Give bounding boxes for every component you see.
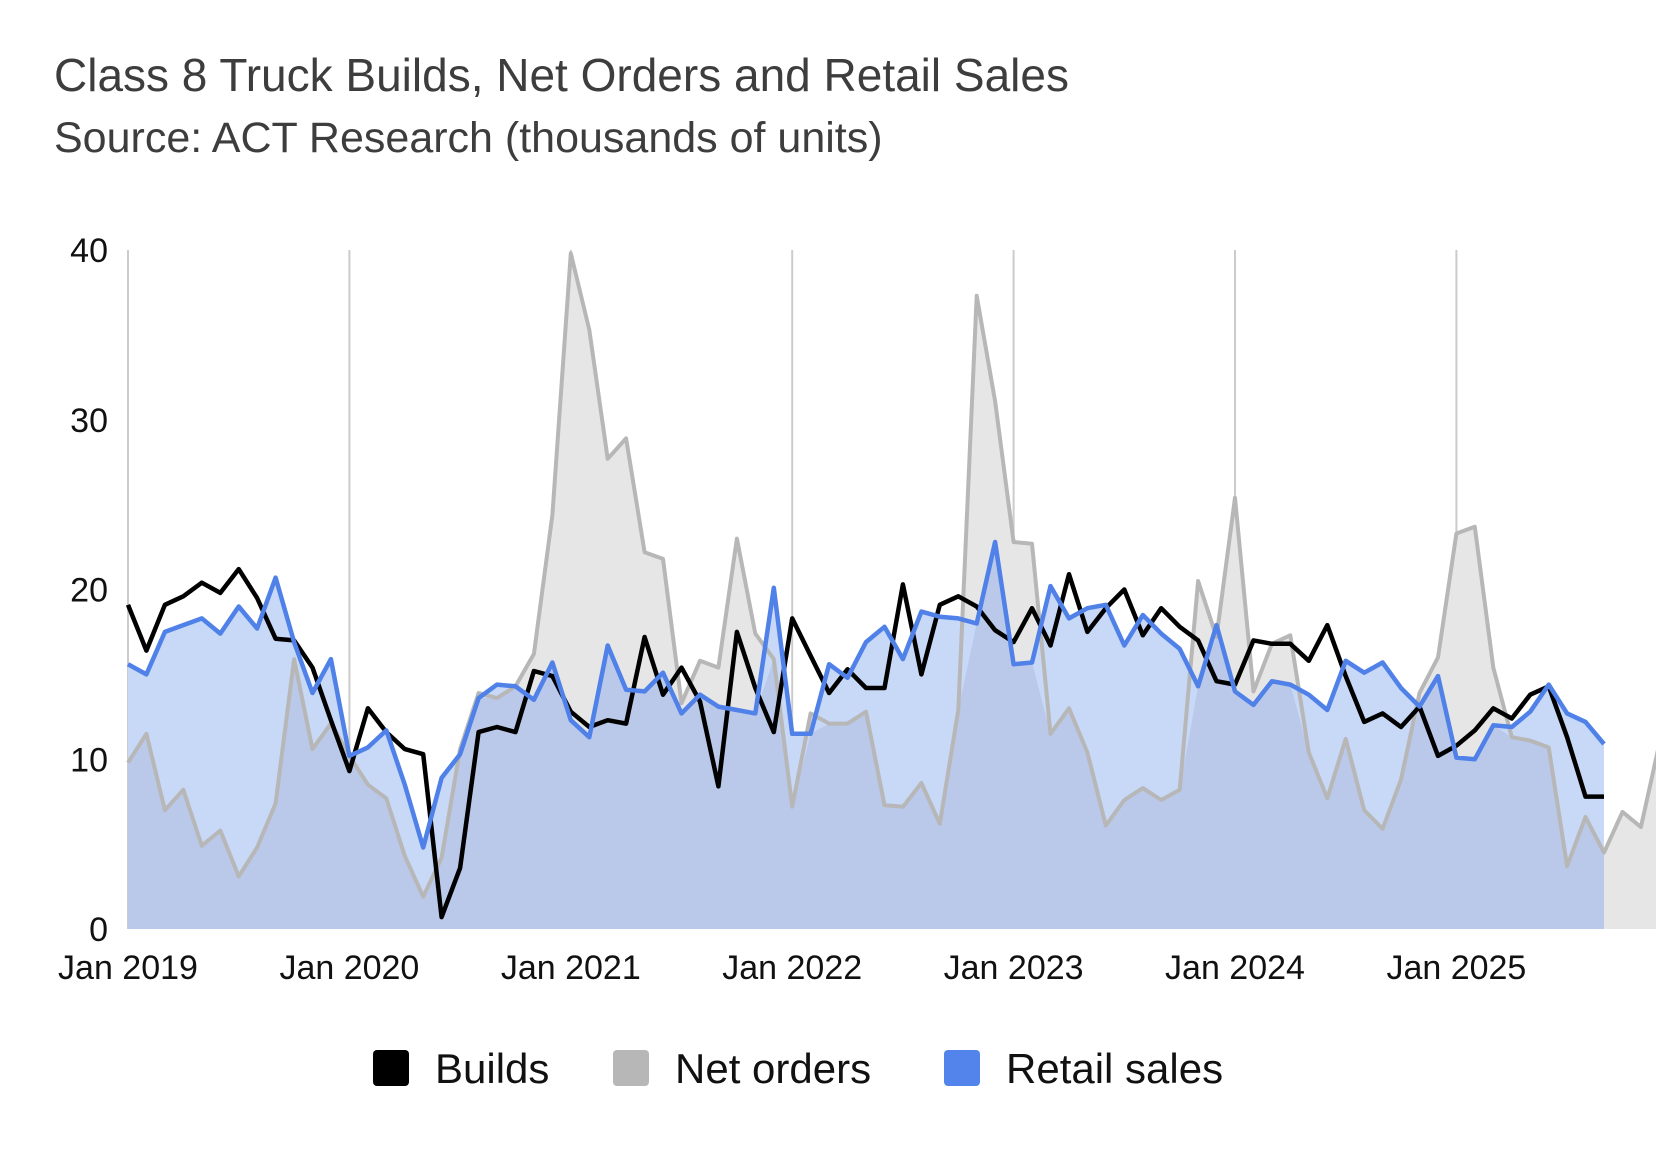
line-layer — [125, 251, 1656, 920]
x-tick-label: Jan 2021 — [501, 949, 641, 987]
legend-item-builds[interactable]: Builds — [373, 1045, 549, 1092]
x-tick-label: Jan 2023 — [944, 949, 1084, 987]
axis-layer: 0 10 20 30 40 Jan 2019 Jan 2020 Jan 2021 Jan 202… — [58, 232, 1526, 987]
y-tick-label: 10 — [70, 741, 108, 779]
legend-item-retail-sales[interactable]: Retail sales — [944, 1045, 1223, 1092]
legend-label: Retail sales — [1006, 1045, 1223, 1092]
y-tick-label: 40 — [70, 232, 108, 270]
legend-item-net-orders[interactable]: Net orders — [613, 1045, 871, 1092]
overlap-area — [128, 542, 1604, 929]
y-tick-label: 20 — [70, 572, 108, 610]
x-tick-label: Jan 2025 — [1386, 949, 1526, 987]
builds-line — [125, 566, 1604, 920]
legend-swatch — [373, 1050, 409, 1086]
legend-swatch — [944, 1050, 980, 1086]
retail-sales-line — [126, 539, 1606, 850]
y-tick-label: 30 — [70, 402, 108, 440]
legend-label: Builds — [435, 1045, 549, 1092]
x-tick-label: Jan 2024 — [1165, 949, 1305, 987]
chart-title: Class 8 Truck Builds, Net Orders and Ret… — [54, 49, 1069, 101]
x-tick-label: Jan 2022 — [722, 949, 862, 987]
area-layer — [128, 253, 1656, 929]
x-tick-label: Jan 2020 — [279, 949, 419, 987]
legend: Builds Net orders Retail sales — [373, 1045, 1223, 1092]
chart-subtitle: Source: ACT Research (thousands of units… — [54, 114, 883, 162]
net-orders-line — [126, 251, 1656, 899]
x-tick-label: Jan 2019 — [58, 949, 198, 987]
y-tick-label: 0 — [89, 911, 108, 949]
legend-swatch — [613, 1050, 649, 1086]
legend-label: Net orders — [675, 1045, 871, 1092]
